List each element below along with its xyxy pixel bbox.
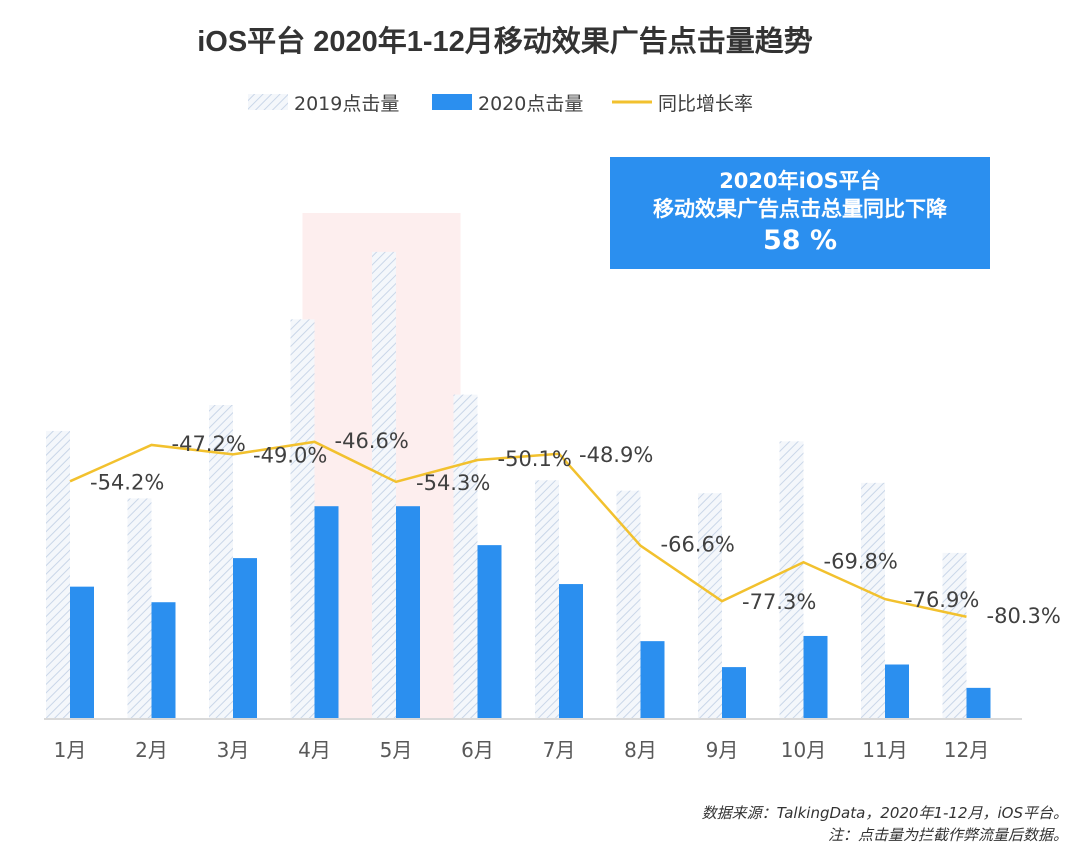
summary-callout: 2020年iOS平台 移动效果广告点击总量同比下降 58 % xyxy=(610,157,990,269)
growth-rate-label: -80.3% xyxy=(987,604,1061,628)
bar-2019 xyxy=(209,405,233,719)
growth-rate-label: -69.8% xyxy=(824,549,898,573)
growth-rate-label: -77.3% xyxy=(742,590,816,614)
bar-2020 xyxy=(722,667,746,719)
bar-2019 xyxy=(453,394,478,719)
bar-2019 xyxy=(698,493,722,719)
x-tick-label: 9月 xyxy=(706,738,739,762)
x-tick-label: 5月 xyxy=(380,738,413,762)
legend-swatch-2019 xyxy=(248,94,288,110)
bar-2020 xyxy=(314,506,339,719)
growth-rate-label: -54.2% xyxy=(90,470,164,494)
legend-label: 同比增长率 xyxy=(658,93,753,115)
bar-2020 xyxy=(559,584,583,719)
bar-2020 xyxy=(640,641,665,719)
bar-2020 xyxy=(396,506,420,719)
x-tick-label: 10月 xyxy=(781,738,826,762)
x-tick-label: 12月 xyxy=(944,738,989,762)
bar-2019 xyxy=(127,498,152,719)
bar-2019 xyxy=(779,441,804,719)
legend-label: 2019点击量 xyxy=(294,93,399,115)
growth-rate-label: -50.1% xyxy=(498,447,572,471)
x-tick-label: 4月 xyxy=(298,738,331,762)
x-tick-label: 8月 xyxy=(624,738,657,762)
source-line-2: 注：点击量为拦截作弊流量后数据。 xyxy=(827,826,1068,844)
bar-2020 xyxy=(70,586,94,719)
x-tick-label: 7月 xyxy=(543,738,576,762)
legend-swatch-2020 xyxy=(432,94,472,110)
bar-2019 xyxy=(46,430,70,719)
bar-2019 xyxy=(290,319,315,719)
chart-title: iOS平台 2020年1-12月移动效果广告点击量趋势 xyxy=(197,24,813,58)
callout-decline-value: 58 % xyxy=(762,225,838,256)
x-tick-label: 2月 xyxy=(135,738,168,762)
bar-2020 xyxy=(233,558,257,719)
callout-line-2: 移动效果广告点击总量同比下降 xyxy=(653,197,947,221)
legend-label: 2020点击量 xyxy=(478,93,583,115)
growth-rate-label: -47.2% xyxy=(172,432,246,456)
bar-2020 xyxy=(151,602,176,719)
bar-2019 xyxy=(535,480,559,719)
bar-2019 xyxy=(616,490,641,719)
bar-2019 xyxy=(861,482,885,719)
bar-2019 xyxy=(372,251,396,719)
growth-rate-label: -48.9% xyxy=(579,443,653,467)
x-tick-label: 6月 xyxy=(461,738,494,762)
bar-2020 xyxy=(966,687,991,719)
growth-rate-label: -46.6% xyxy=(335,429,409,453)
source-line-1: 数据来源：TalkingData，2020年1-12月，iOS平台。 xyxy=(701,804,1068,822)
source-note: 数据来源：TalkingData，2020年1-12月，iOS平台。 注：点击量… xyxy=(702,802,1068,846)
callout-line-1: 2020年iOS平台 xyxy=(719,169,881,193)
x-tick-label: 11月 xyxy=(862,738,907,762)
growth-rate-label: -76.9% xyxy=(905,588,979,612)
legend: 2019点击量 2020点击量 同比增长率 xyxy=(248,93,753,115)
bar-2020 xyxy=(885,664,909,719)
growth-rate-label: -54.3% xyxy=(416,471,490,495)
x-tick-label: 3月 xyxy=(217,738,250,762)
bar-2019 xyxy=(942,552,967,719)
x-tick-label: 1月 xyxy=(54,738,87,762)
bar-2020 xyxy=(803,635,828,719)
growth-rate-line xyxy=(69,440,967,618)
growth-rate-label: -66.6% xyxy=(661,533,735,557)
bar-2020 xyxy=(477,545,502,719)
growth-rate-label: -49.0% xyxy=(253,443,327,467)
